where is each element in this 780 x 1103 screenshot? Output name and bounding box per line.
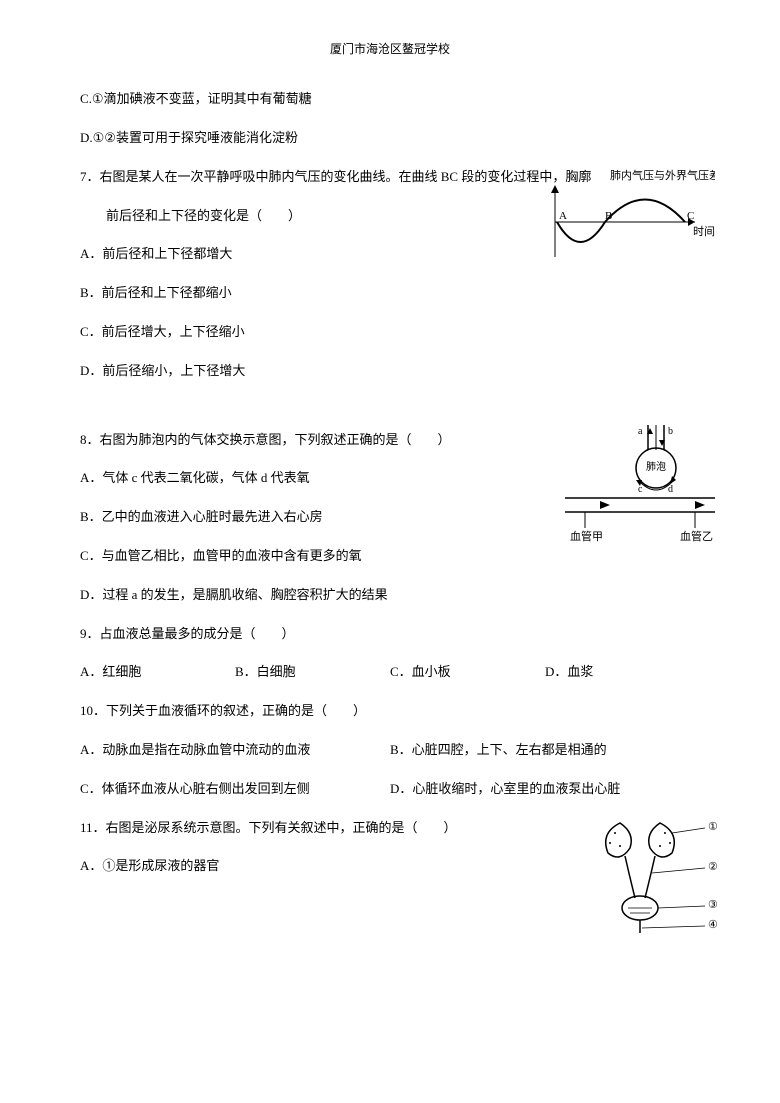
q9-option-b: B．白细胞	[235, 662, 390, 683]
q9-option-c: C．血小板	[390, 662, 545, 683]
q8-fig-a: a	[638, 426, 643, 437]
q11-fig-1: ①	[708, 821, 718, 833]
q8-option-d: D．过程 a 的发生，是膈肌收缩、胸腔容积扩大的结果	[80, 585, 700, 606]
prev-option-d: D.①②装置可用于探究唾液能消化淀粉	[80, 128, 700, 149]
q7-fig-title: 肺内气压与外界气压差	[610, 168, 715, 182]
q10-option-a: A．动脉血是指在动脉血管中流动的血液	[80, 740, 390, 761]
q8-fig-d: d	[668, 484, 673, 495]
q9-option-d: D．血浆	[545, 662, 700, 683]
q10-option-b: B．心脏四腔，上下、左右都是相通的	[390, 740, 700, 761]
q7-fig-label-a: A	[559, 210, 567, 222]
q10-options-row1: A．动脉血是指在动脉血管中流动的血液 B．心脏四腔，上下、左右都是相通的	[80, 740, 700, 761]
q8-fig-b: b	[668, 426, 673, 437]
q8-fig-alveolus: 肺泡	[646, 460, 666, 473]
q7-fig-label-c: C	[687, 210, 694, 222]
q7-option-b: B．前后径和上下径都缩小	[80, 283, 700, 304]
q10-option-d: D．心脏收缩时，心室里的血液泵出心脏	[390, 779, 700, 800]
q11-fig-4: ④	[708, 919, 718, 931]
q9-option-a: A．红细胞	[80, 662, 235, 683]
q7-fig-label-b: B	[605, 210, 612, 222]
q8-figure: a b 肺泡 c d 血管甲 血管乙	[560, 420, 720, 550]
q9-options: A．红细胞 B．白细胞 C．血小板 D．血浆	[80, 662, 700, 683]
q11-fig-3: ③	[708, 899, 718, 911]
q11-fig-2: ②	[708, 861, 718, 873]
q8-fig-c: c	[638, 484, 643, 495]
q7-fig-xaxis: 时间	[693, 225, 715, 238]
q10-option-c: C．体循环血液从心脏右侧出发回到左侧	[80, 779, 390, 800]
q10-stem: 10．下列关于血液循环的叙述，正确的是（ ）	[80, 701, 700, 722]
q8-fig-left: 血管甲	[570, 529, 603, 543]
q7-option-c: C．前后径增大，上下径缩小	[80, 322, 700, 343]
q11-figure: ① ② ③ ④	[580, 808, 730, 938]
page-header: 厦门市海沧区鳌冠学校	[80, 40, 700, 59]
q10-options-row2: C．体循环血液从心脏右侧出发回到左侧 D．心脏收缩时，心室里的血液泵出心脏	[80, 779, 700, 800]
q7-figure: 肺内气压与外界气压差 A B C 时间	[535, 167, 715, 267]
q7-option-d: D．前后径缩小，上下径增大	[80, 361, 700, 382]
q9-stem: 9．占血液总量最多的成分是（ ）	[80, 624, 700, 645]
prev-option-c: C.①滴加碘液不变蓝，证明其中有葡萄糖	[80, 89, 700, 110]
q8-fig-right: 血管乙	[680, 529, 713, 543]
